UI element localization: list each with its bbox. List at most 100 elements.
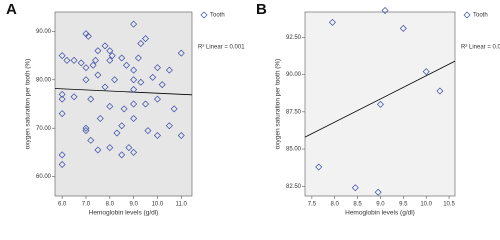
point [165,122,173,130]
plot-area [54,11,193,197]
x-tick-label: 9.0 [376,202,385,208]
point [58,161,66,169]
x-tick-label: 8.5 [353,202,362,208]
point [106,47,114,55]
point [70,56,78,64]
point [94,71,102,79]
x-tick-label: 8.0 [106,202,115,208]
annotation: R² Linear = 0.086 [461,45,500,51]
point [134,54,142,62]
x-tick-label: 7.0 [82,202,91,208]
point [89,61,97,69]
point [165,66,173,74]
x-tick-label: 7.5 [308,202,317,208]
x-axis-label: Hemoglobin levels (g/dl) [345,210,415,217]
point [158,81,166,89]
point [422,68,430,76]
point [58,151,66,159]
point [130,66,138,74]
x-tick-label: 11.0 [176,202,188,208]
point [130,100,138,108]
point [106,144,114,152]
point [130,20,138,28]
point [58,110,66,118]
point [106,56,114,64]
point [87,95,95,103]
point [374,188,382,196]
x-tick-label: 9.0 [129,202,138,208]
point [58,90,66,98]
point [118,122,126,130]
point [106,102,114,110]
point [376,100,384,108]
y-tick-label: 92.50 [286,35,302,41]
legend-marker [463,11,471,19]
point [149,73,157,81]
point [113,129,121,137]
point [92,56,99,64]
figure: A 60.00 70.00 80.00 90.00 6.0 7.0 8.0 9.0 10.0 11.… [6,1,500,217]
legend-marker [200,11,208,19]
point [111,76,119,84]
y-axis-label: oxygen saturation per tooth (%) [25,59,32,150]
y-tick-label: 90.00 [286,72,302,78]
y-tick-label: 82.50 [286,184,302,190]
point [351,184,359,192]
point [177,49,185,57]
point [82,64,90,72]
point [315,163,323,171]
point [96,115,104,123]
point [328,18,336,26]
legend-label: Tooth [210,13,225,19]
plot-area [304,11,456,197]
panel-label: A [6,1,17,18]
point [84,32,92,40]
point [63,56,71,64]
point [153,131,161,139]
point [77,59,85,67]
x-axis-label: Hemoglobin levels (g/dl) [89,210,159,217]
point [142,35,150,43]
point [170,105,178,113]
point [130,148,138,156]
point [144,127,152,135]
point [101,83,109,91]
point [118,151,126,159]
point [87,136,95,144]
point [381,7,389,15]
x-tick-label: 10.0 [420,202,432,208]
point [177,131,185,139]
y-axis-label: oxygen saturation per tooth (%) [275,59,282,150]
point [120,105,128,113]
x-tick-label: 9.5 [399,202,408,208]
annotation: R² Linear = 0.001 [198,45,245,51]
fit-line [304,60,456,138]
point [82,127,90,135]
panel-label: B [256,1,267,18]
legend-label: Tooth [473,13,488,19]
point [58,52,66,60]
x-tick-label: 6.0 [58,202,67,208]
point [436,87,444,95]
point [94,47,102,55]
point [58,95,66,103]
point [399,24,407,32]
y-tick-label: 90.00 [36,29,52,35]
point [125,144,133,152]
point [108,52,116,60]
point [130,85,138,93]
point [153,64,161,72]
point [130,115,138,123]
point [82,76,90,84]
point [94,146,102,154]
x-tick-label: 10.5 [443,202,455,208]
point [82,124,90,132]
y-tick-label: 60.00 [36,174,52,180]
y-tick-label: 80.00 [36,77,52,83]
point [137,39,145,47]
x-tick-label: 8.0 [331,202,340,208]
y-tick-label: 70.00 [36,126,52,132]
point [153,95,161,103]
point [130,76,138,84]
x-tick-label: 10.0 [152,202,164,208]
